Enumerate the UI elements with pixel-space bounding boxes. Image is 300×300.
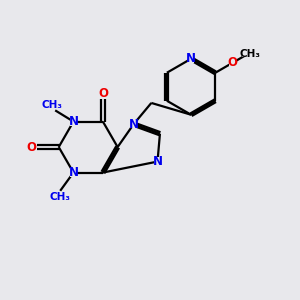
Text: O: O (26, 141, 36, 154)
Bar (70, 168, 77, 177)
Bar (44, 102, 60, 108)
Bar (28, 143, 35, 151)
Text: O: O (228, 56, 238, 69)
Bar (70, 117, 77, 126)
Bar (242, 50, 258, 57)
Bar (130, 120, 137, 128)
Bar (188, 55, 194, 63)
Bar (229, 58, 236, 67)
Text: CH₃: CH₃ (42, 100, 63, 110)
Bar (52, 194, 68, 200)
Text: O: O (98, 87, 108, 100)
Text: N: N (129, 118, 139, 130)
Text: CH₃: CH₃ (239, 49, 260, 58)
Text: N: N (186, 52, 196, 65)
Text: N: N (68, 115, 78, 128)
Text: N: N (68, 166, 78, 179)
Text: N: N (152, 155, 163, 168)
Text: CH₃: CH₃ (50, 192, 71, 202)
Bar (154, 158, 161, 166)
Bar (100, 89, 106, 98)
